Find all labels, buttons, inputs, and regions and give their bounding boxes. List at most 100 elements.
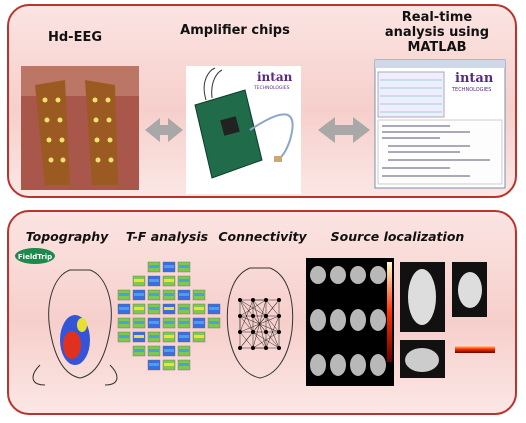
logo-sub: TECHNOLOGIES (451, 87, 491, 93)
tf-band (179, 279, 189, 282)
tf-band (164, 293, 174, 296)
tf-band (164, 279, 174, 282)
tf-band (179, 293, 189, 296)
tf-band (134, 307, 144, 310)
tf-band (134, 293, 144, 296)
tf-band (209, 307, 219, 310)
tf-band (149, 307, 159, 310)
node (238, 346, 242, 350)
tf-band (164, 265, 174, 268)
fieldtrip-logo (15, 248, 55, 264)
tf-band (119, 321, 129, 324)
tf-band (179, 265, 189, 268)
method-label: Source localization (330, 229, 465, 244)
node (277, 346, 281, 350)
ears (32, 364, 118, 386)
stage-label: Hd-EEG (47, 30, 102, 45)
tf-band (179, 349, 189, 352)
tf-band (134, 349, 144, 352)
slice (310, 309, 326, 331)
tf-band (164, 335, 174, 338)
edge (239, 299, 267, 317)
tf-band (194, 335, 204, 338)
tf-band (149, 363, 159, 366)
node (251, 330, 255, 334)
tf-band (149, 279, 159, 282)
tf-band (179, 363, 189, 366)
tf-band (134, 279, 144, 282)
node (238, 314, 242, 318)
node (251, 314, 255, 318)
tf-band (149, 293, 159, 296)
node (264, 298, 268, 302)
edge (239, 315, 280, 333)
slice (330, 354, 346, 376)
slice (350, 266, 366, 284)
slice (330, 309, 346, 331)
slice (370, 266, 386, 284)
logo-text: intan (455, 71, 494, 86)
headstage (274, 156, 282, 162)
slice (350, 309, 366, 331)
intan-logo (250, 70, 298, 88)
network (238, 298, 281, 350)
node (238, 298, 242, 302)
stage-label: Real-time analysis using MATLAB (384, 10, 490, 55)
chip (220, 116, 240, 136)
tf-band (119, 293, 129, 296)
node (277, 298, 281, 302)
slice (370, 309, 386, 331)
node (251, 298, 255, 302)
colorbar (455, 345, 495, 353)
method-label: Connectivity (218, 229, 307, 244)
tf-band (119, 307, 129, 310)
slice-set (310, 266, 386, 376)
edge (239, 331, 254, 349)
slice (350, 354, 366, 376)
brain (405, 348, 439, 372)
slice (310, 354, 326, 376)
stage-label: Amplifier chips (180, 23, 290, 38)
node (277, 314, 281, 318)
tf-band (179, 307, 189, 310)
logo-sub: TECHNOLOGIES (253, 85, 290, 91)
code-lines (382, 125, 490, 177)
tf-band (149, 265, 159, 268)
topo-spot (77, 318, 87, 332)
toolbar (375, 60, 505, 68)
method-label: Topography (25, 229, 109, 244)
tf-band (164, 349, 174, 352)
tf-band (209, 321, 219, 324)
node (238, 330, 242, 334)
logo-text: FieldTrip (18, 253, 52, 261)
tf-band (194, 321, 204, 324)
tf-band (164, 307, 174, 310)
node (251, 346, 255, 350)
node (264, 314, 268, 318)
slice (370, 354, 386, 376)
slice (310, 266, 326, 284)
tf-grid (117, 261, 221, 371)
tf-band (149, 349, 159, 352)
rat-head (226, 267, 294, 379)
tf-band (179, 321, 189, 324)
brain (408, 269, 436, 325)
topo-hotspot (63, 331, 81, 359)
node (277, 330, 281, 334)
method-label: T-F analysis (125, 229, 209, 244)
tf-band (149, 321, 159, 324)
tf-band (134, 335, 144, 338)
node (264, 330, 268, 334)
traces (380, 79, 442, 113)
double-arrow (145, 118, 183, 142)
cable (203, 67, 223, 101)
electrodes (42, 97, 114, 163)
tf-band (164, 321, 174, 324)
tf-band (179, 335, 189, 338)
plot-window (377, 71, 445, 118)
rat-head (48, 269, 112, 379)
tf-band (149, 335, 159, 338)
tf-band (119, 335, 129, 338)
